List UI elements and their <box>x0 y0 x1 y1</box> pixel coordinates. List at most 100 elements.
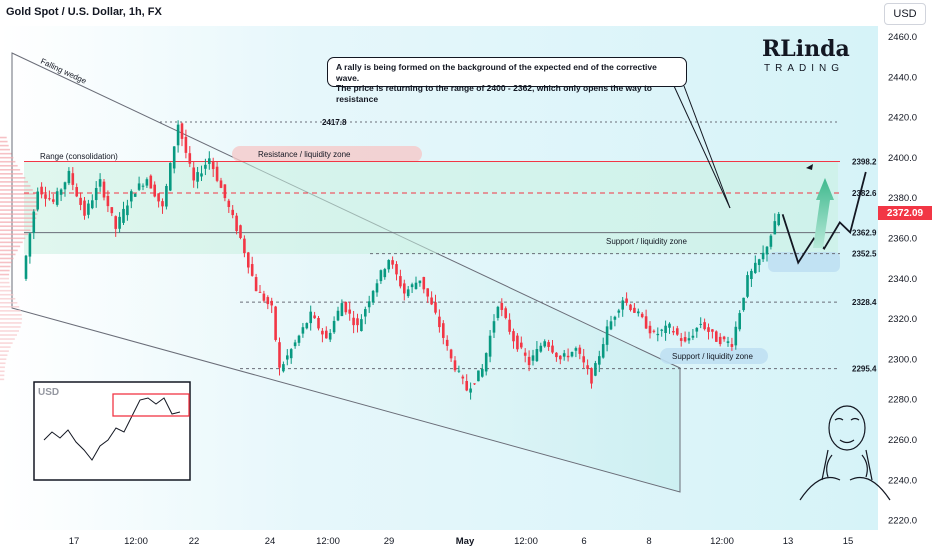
candle-body <box>473 383 476 385</box>
volume-profile-bar <box>0 370 5 373</box>
volume-profile-bar <box>0 306 20 308</box>
candle-body <box>59 189 63 195</box>
candle-body <box>137 183 141 190</box>
candle-body <box>371 290 375 303</box>
volume-profile-bar <box>0 310 21 312</box>
candle-body <box>761 252 765 260</box>
candle-body <box>286 355 289 360</box>
candle-body <box>98 179 102 187</box>
candle-body <box>28 233 32 257</box>
candle-body <box>672 330 675 333</box>
candle-body <box>582 356 585 363</box>
volume-profile-bar <box>0 185 31 187</box>
candle-body <box>414 282 418 290</box>
candle-body <box>360 319 363 332</box>
candle-body <box>406 289 410 297</box>
candle-body <box>769 235 773 247</box>
candle-body <box>114 216 117 229</box>
volume-profile-bar <box>0 318 23 320</box>
candle-body <box>227 200 231 208</box>
volume-profile-bar <box>0 257 14 260</box>
inset-chart: USD <box>33 381 191 481</box>
level-label: 2362.9 <box>852 229 877 238</box>
candle-body <box>438 316 441 328</box>
candle-body <box>36 191 39 210</box>
volume-profile-bar <box>0 209 38 211</box>
candle-body <box>243 238 246 254</box>
candle-body <box>130 191 133 202</box>
level-label: 2352.5 <box>852 250 877 259</box>
volume-profile-bar <box>0 374 5 377</box>
candle-body <box>664 325 667 333</box>
volume-profile-bar <box>0 205 38 207</box>
volume-profile-bar <box>0 173 23 175</box>
current-price-label: 2372.09 <box>887 208 924 219</box>
candle-body <box>71 173 75 185</box>
candle-body <box>262 293 266 301</box>
candle-body <box>196 172 199 182</box>
candle-body <box>508 319 511 332</box>
candle-body <box>297 335 301 343</box>
candle-body <box>691 335 695 338</box>
candle-body <box>83 200 86 216</box>
candle-body <box>395 264 398 275</box>
y-tick-label: 2340.0 <box>888 274 917 285</box>
candle-body <box>40 186 43 195</box>
candle-body <box>453 360 457 371</box>
candle-body <box>559 355 562 360</box>
volume-profile-bar <box>0 197 37 199</box>
volume-profile-bar <box>0 293 14 296</box>
candle-body <box>617 310 621 313</box>
candle-body <box>477 370 480 382</box>
candle-body <box>742 297 745 311</box>
x-tick-label: 8 <box>646 536 651 547</box>
volume-profile-bar <box>0 322 22 324</box>
candle-body <box>254 277 258 292</box>
volume-profile-bar <box>0 140 8 143</box>
x-tick-label: 12:00 <box>124 536 148 547</box>
candle-body <box>734 326 738 346</box>
candle-body <box>434 302 437 313</box>
volume-profile-bar <box>0 265 11 268</box>
candle-body <box>87 203 90 215</box>
candle-body <box>609 321 613 330</box>
volume-profile-bar <box>0 152 12 155</box>
candle-body <box>122 208 125 223</box>
projection-path <box>781 171 867 265</box>
candle-body <box>364 309 367 317</box>
candle-body <box>715 331 718 342</box>
candle-body <box>660 329 663 331</box>
candle-body <box>750 270 753 279</box>
candle-body <box>169 162 172 191</box>
candle-body <box>231 209 234 216</box>
candle-body <box>461 376 465 379</box>
volume-profile-bar <box>0 297 16 300</box>
volume-profile-bar <box>0 225 33 228</box>
volume-profile-bar <box>0 358 7 360</box>
candle-body <box>348 309 351 314</box>
candle-body <box>301 327 305 334</box>
volume-profile-bar <box>0 253 16 256</box>
candle-body <box>683 337 687 342</box>
candle-body <box>676 328 679 335</box>
candle-body <box>422 276 426 290</box>
volume-profile-bar <box>0 148 10 151</box>
range-zone <box>24 162 838 254</box>
candle-body <box>379 270 383 282</box>
green-arrow <box>813 178 834 248</box>
x-tick-label: 29 <box>384 536 395 547</box>
resistance-zone-label: Resistance / liquidity zone <box>258 150 351 159</box>
inset-usd-label: USD <box>38 387 59 398</box>
candle-body <box>63 182 67 190</box>
currency-button[interactable]: USD <box>884 3 926 25</box>
candle-body <box>500 302 504 310</box>
candle-body <box>527 356 531 366</box>
candle-body <box>399 276 402 287</box>
candle-body <box>738 313 741 330</box>
volume-profile-bar <box>0 362 6 365</box>
candle-body <box>247 252 250 268</box>
candle-body <box>289 349 293 359</box>
y-tick-label: 2460.0 <box>888 32 917 43</box>
candle-body <box>336 310 340 321</box>
candle-body <box>457 370 461 372</box>
